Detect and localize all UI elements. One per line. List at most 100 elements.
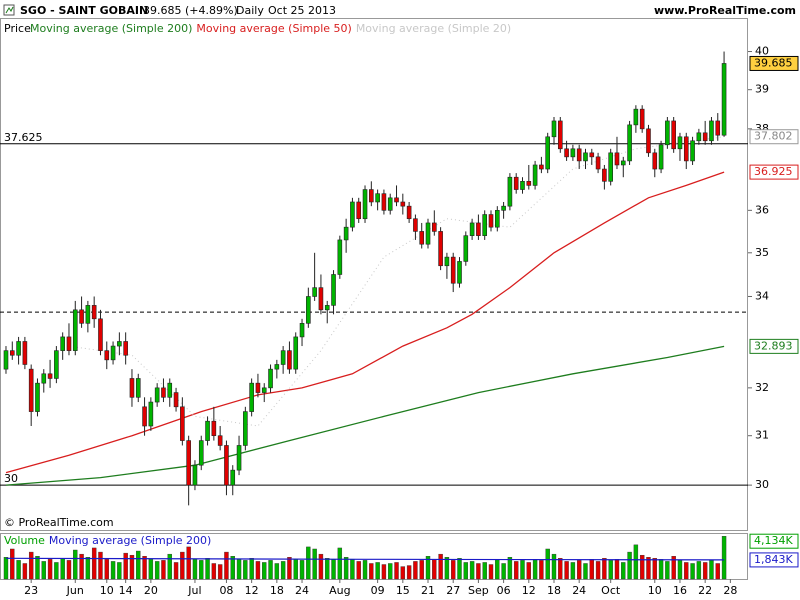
candle-body [91,305,97,320]
candle-body [350,201,355,228]
candle-body [721,63,727,136]
candle-body [551,120,557,138]
volume-bar [262,562,267,580]
volume-bar [419,560,424,580]
x-tick-label: 18 [547,584,561,597]
candle-body [60,336,65,351]
volume-bar [325,558,330,580]
y-tick-label: 39 [755,83,769,96]
volume-bar [331,559,336,580]
candle-body [488,214,494,228]
volume-bar [690,563,695,580]
candle-body [362,189,368,220]
volume-bar [709,560,714,580]
x-tick-label: 15 [396,584,410,597]
volume-bar [167,553,172,580]
volume-bar [28,551,34,580]
volume-bar [22,563,28,580]
candle-body [369,189,374,203]
candle-body [665,120,670,146]
last-price-box [749,55,799,71]
volume-bar [343,557,349,580]
candle-body [652,152,658,170]
volume-bar [129,554,135,580]
volume-bar [98,551,103,580]
candle-body [690,140,695,162]
candle-body [646,128,651,154]
icon-glyph [5,6,14,14]
candle-body [671,120,676,150]
volume-bar [16,560,21,580]
candle-body [85,305,91,324]
x-tick-label: 20 [144,584,158,597]
candle-body [205,420,210,441]
candle-body [564,148,569,158]
candle-body [47,373,53,379]
x-tick-label: 28 [723,584,737,597]
candle-body [230,469,236,486]
candle-body [463,235,469,262]
volume-bar [180,551,185,580]
candle-body [66,336,72,351]
volume-bar [558,558,563,580]
candle-body [299,323,305,338]
candle-body [16,341,21,356]
candle-body [243,411,248,446]
volume-bar [60,558,65,580]
volume-bar [104,559,109,580]
volume-bar [173,562,179,580]
volume-bar [35,556,40,580]
x-tick-label: 22 [698,584,712,597]
candle-body [211,420,217,437]
volume-bar [350,559,355,580]
candle-body [696,132,702,142]
source: www.ProRealTime.com [654,4,796,17]
x-tick-label: 16 [673,584,687,597]
volume-bar [381,564,387,580]
candle-body [35,382,40,412]
candle-body [198,440,204,466]
volume-bar [432,559,437,580]
volume-bar [136,550,141,580]
volume-bar [715,563,720,580]
candle-body [161,387,166,398]
volume-bar [451,560,456,580]
candle-body [224,445,229,486]
candle-body [280,350,286,365]
volume-bar [243,560,248,580]
volume-bar [507,557,513,580]
ma-last-value: 36.925 [754,165,793,178]
x-tick-label: 21 [421,584,435,597]
candle-body [425,222,431,245]
x-tick-label: Sep [468,584,489,597]
candle-body [72,309,78,351]
volume-legend: Volume [4,534,45,547]
candle-body [444,256,450,267]
volume-bar [154,561,160,580]
candle-body [608,152,613,182]
volume-bar [463,562,469,580]
candle-body [192,464,198,486]
volume-bar [444,557,450,580]
candle-body [438,231,443,267]
candle-body [639,108,645,130]
y-tick-label: 40 [755,45,769,58]
volume-bar [117,562,122,580]
volume-bar [199,560,204,580]
volume-bar [356,561,361,580]
candle-body [520,181,525,190]
candle-body [356,201,362,220]
candle-body [324,305,330,311]
volume-bar [627,551,632,580]
candle-body [495,210,500,228]
legend-entry: Moving average (Simple 50) [196,22,351,35]
candle-body [293,336,299,370]
volume-bar [425,556,431,580]
candle-body [167,382,173,398]
level-label: 30 [4,472,18,485]
candle-body [715,120,721,136]
volume-bar [142,556,147,580]
volume-bar [602,558,607,580]
